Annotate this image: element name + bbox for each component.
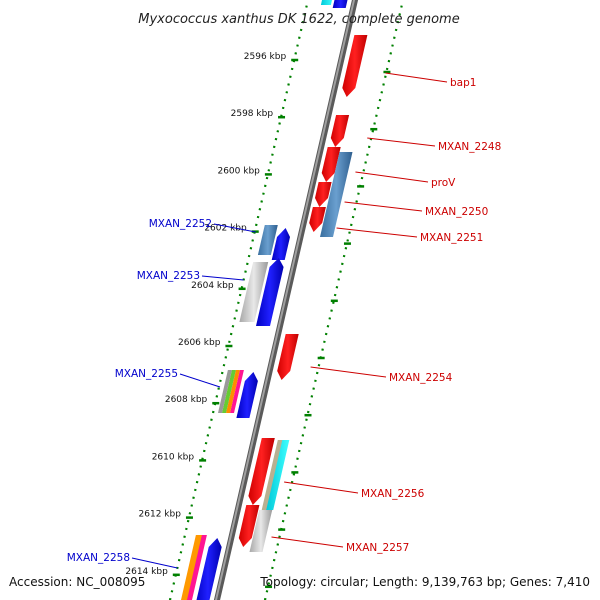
- gene-label-left: MXAN_2258: [67, 552, 130, 564]
- tick-marks: 2596 kbp 2598 kbp 2600 kbp 2602 kbp 2604 kbp…: [125, 52, 391, 589]
- tick-label: 2598 kbp: [231, 109, 274, 119]
- tick-label: 2606 kbp: [178, 338, 221, 348]
- tick-label: 2608 kbp: [165, 395, 208, 405]
- tick-label: 2596 kbp: [244, 52, 287, 62]
- gene-label-right: MXAN_2257: [346, 542, 409, 554]
- gene-mxan-2256-cyan: [266, 440, 290, 510]
- gene-mxan-2253: [256, 258, 284, 326]
- label-leader-lines: [131, 72, 448, 569]
- gene-label-right: bap1: [450, 77, 476, 89]
- tick-label: 2604 kbp: [191, 281, 234, 291]
- gene-mxan-2255-pink: [230, 370, 244, 413]
- leader-line: [336, 227, 418, 238]
- tick-label: 2600 kbp: [217, 166, 260, 176]
- gene-bap1: [342, 35, 368, 97]
- gene-top-forward: [332, 0, 348, 8]
- gene-label-left: MXAN_2253: [137, 270, 200, 282]
- genome-backbone-highlight: [214, 0, 356, 600]
- leader-line: [131, 557, 178, 569]
- gene-label-left: MXAN_2255: [115, 368, 178, 380]
- gene-label-right: proV: [431, 177, 456, 189]
- gene-mxan-2250b: [309, 207, 326, 232]
- gene-mxan-2255: [236, 372, 258, 418]
- gene-mxan-2257b: [249, 510, 273, 552]
- gene-mxan-2255-grey: [218, 370, 232, 413]
- gene-features: [180, 0, 368, 600]
- gene-mxan-2258: [196, 538, 222, 600]
- leader-line: [201, 275, 244, 281]
- tick-label: 2612 kbp: [139, 510, 182, 520]
- leader-line: [355, 171, 429, 183]
- gene-mxan-2252b: [257, 225, 278, 255]
- tracks: [168, 0, 405, 600]
- leader-line: [271, 536, 344, 548]
- gene-label-right: MXAN_2248: [438, 141, 501, 153]
- gene-mxan-2249: [321, 147, 341, 182]
- gene-mxan-2254: [277, 334, 299, 380]
- leader-line: [213, 223, 256, 233]
- gene-labels: bap1 MXAN_2248 proV MXAN_2250 MXAN_2251 MXAN_…: [67, 77, 502, 564]
- gene-label-right: MXAN_2254: [389, 372, 453, 384]
- genome-stats-text: Topology: circular; Length: 9,139,763 bp…: [259, 575, 590, 589]
- gene-mxan-2253b: [239, 262, 269, 322]
- tick-label: 2614 kbp: [125, 567, 168, 577]
- gene-mxan-2248: [330, 115, 350, 147]
- map-title: Myxococcus xanthus DK 1622, complete gen…: [138, 12, 459, 27]
- leader-line: [367, 137, 436, 147]
- gene-label-right: MXAN_2256: [361, 488, 425, 500]
- gene-mxan-2257: [238, 505, 260, 547]
- gene-mxan-2250: [315, 182, 332, 207]
- gene-mxan-2258-orange: [180, 535, 202, 600]
- gene-label-right: MXAN_2250: [425, 206, 488, 218]
- gene-top-forward-cyan: [320, 0, 332, 5]
- gene-mxan-2255-green: [222, 370, 236, 413]
- leader-line: [344, 201, 423, 212]
- gene-mxan-2258-pink: [185, 535, 207, 600]
- gene-mxan-2256: [248, 438, 275, 505]
- gene-mxan-2255-orange: [226, 370, 240, 413]
- accession-text: Accession: NC_008095: [9, 575, 145, 589]
- tick-label: 2610 kbp: [152, 452, 195, 462]
- gene-label-right: MXAN_2251: [420, 232, 483, 244]
- leader-line: [385, 72, 448, 83]
- leader-line: [310, 366, 387, 378]
- gene-prov: [320, 152, 353, 237]
- leader-line: [179, 373, 221, 388]
- gene-mxan-2252: [271, 228, 290, 260]
- leader-line: [284, 481, 359, 494]
- tick-label: 2602 kbp: [204, 224, 247, 234]
- gene-label-left: MXAN_2252: [149, 218, 212, 230]
